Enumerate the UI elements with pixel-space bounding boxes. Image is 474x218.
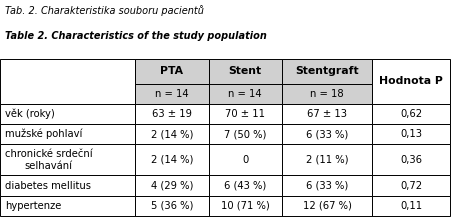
Bar [135,84,209,104]
Text: 6 (43 %): 6 (43 %) [224,181,266,191]
Bar [282,84,372,104]
Bar [372,144,450,175]
Bar [282,175,372,196]
Text: n = 14: n = 14 [228,89,262,99]
Bar [0,196,135,216]
Bar [209,144,282,175]
Bar [282,196,372,216]
Bar [282,124,372,144]
Bar [372,124,450,144]
Bar [0,175,135,196]
Text: 10 (71 %): 10 (71 %) [221,201,270,211]
Text: Hodnota P: Hodnota P [379,76,443,86]
Bar [0,144,135,175]
Text: 0,62: 0,62 [400,109,422,119]
Text: věk (roky): věk (roky) [5,109,55,119]
Text: 2 (14 %): 2 (14 %) [151,129,193,139]
Text: 4 (29 %): 4 (29 %) [151,181,193,191]
Text: 70 ± 11: 70 ± 11 [225,109,265,119]
Text: hypertenze: hypertenze [5,201,61,211]
Bar [282,104,372,124]
Bar [135,196,209,216]
Bar [209,124,282,144]
Bar [282,59,372,84]
Text: 6 (33 %): 6 (33 %) [306,181,348,191]
Text: Stent: Stent [229,66,262,76]
Bar [209,175,282,196]
Bar [135,175,209,196]
Bar [372,59,450,104]
Bar [0,104,135,124]
Text: 7 (50 %): 7 (50 %) [224,129,266,139]
Text: 2 (11 %): 2 (11 %) [306,155,348,165]
Text: 67 ± 13: 67 ± 13 [307,109,347,119]
Bar [209,104,282,124]
Text: n = 14: n = 14 [155,89,189,99]
Text: 5 (36 %): 5 (36 %) [151,201,193,211]
Bar [372,175,450,196]
Text: 0: 0 [242,155,248,165]
Bar [135,104,209,124]
Bar [282,144,372,175]
Text: chronické srdeční
selhavání: chronické srdeční selhavání [5,149,92,171]
Bar [372,196,450,216]
Bar [0,59,135,104]
Text: diabetes mellitus: diabetes mellitus [5,181,91,191]
Bar [135,124,209,144]
Text: n = 18: n = 18 [310,89,344,99]
Text: Tab. 2. Charakteristika souboru pacientů: Tab. 2. Charakteristika souboru pacientů [5,5,204,16]
Bar [209,84,282,104]
Text: PTA: PTA [160,66,183,76]
Text: 0,11: 0,11 [400,201,422,211]
Bar [135,144,209,175]
Bar [0,124,135,144]
Text: 12 (67 %): 12 (67 %) [302,201,352,211]
Bar [135,59,209,84]
Text: Table 2. Characteristics of the study population: Table 2. Characteristics of the study po… [5,31,266,41]
Text: 0,13: 0,13 [400,129,422,139]
Text: 0,36: 0,36 [400,155,422,165]
Text: 6 (33 %): 6 (33 %) [306,129,348,139]
Text: Stentgraft: Stentgraft [295,66,359,76]
Bar [372,104,450,124]
Bar [209,59,282,84]
Text: 2 (14 %): 2 (14 %) [151,155,193,165]
Bar [209,196,282,216]
Text: mužské pohlaví: mužské pohlaví [5,129,82,140]
Text: 63 ± 19: 63 ± 19 [152,109,192,119]
Text: 0,72: 0,72 [400,181,422,191]
